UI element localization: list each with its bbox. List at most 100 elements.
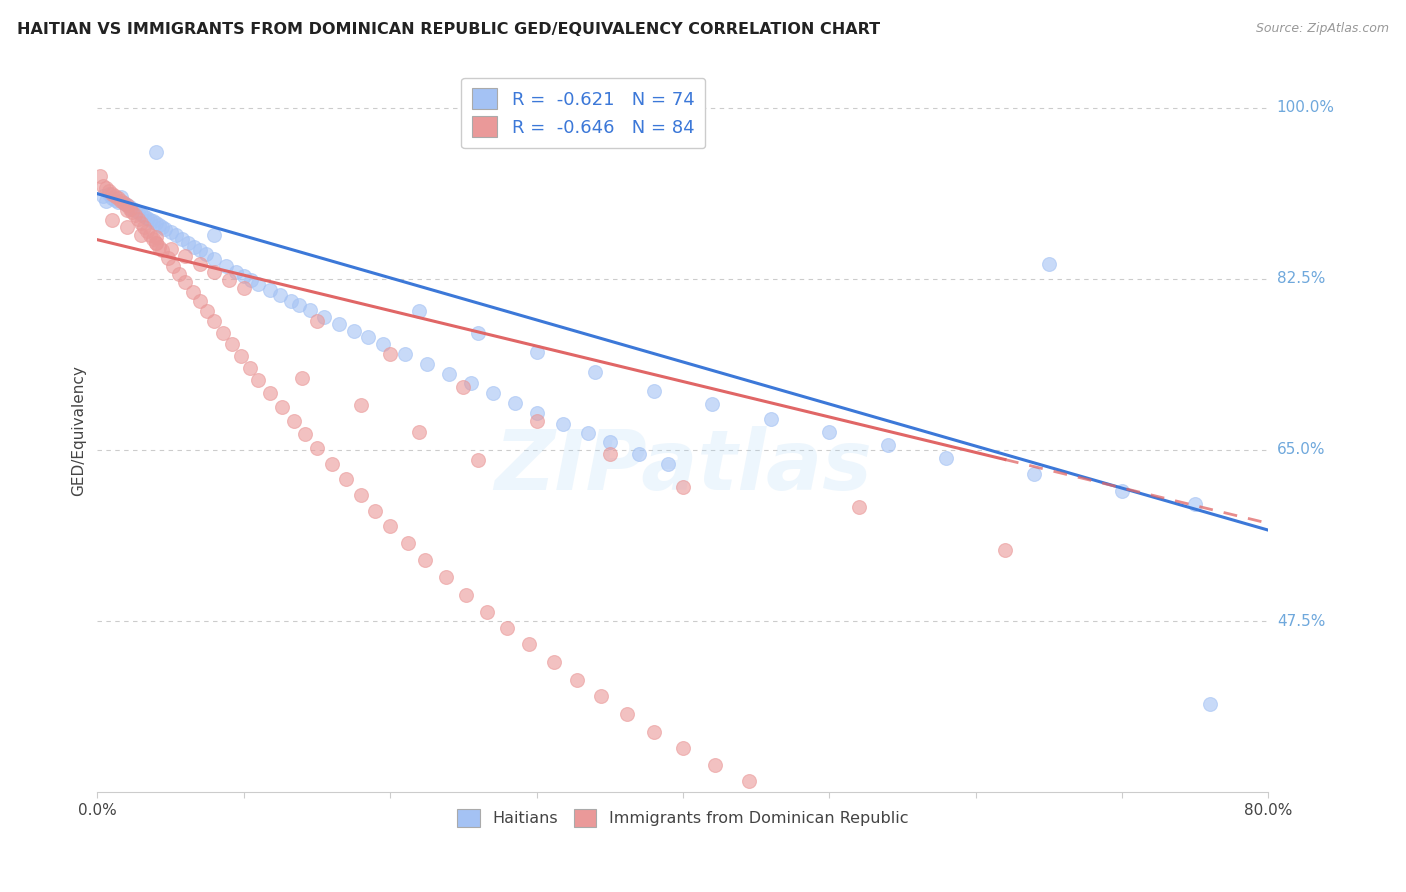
Point [342,324,364,338]
Point [567,673,589,687]
Point [259,283,281,297]
Point [134,219,156,234]
Point [503,396,526,410]
Text: HAITIAN VS IMMIGRANTS FROM DOMINICAN REPUBLIC GED/EQUIVALENCY CORRELATION CHART: HAITIAN VS IMMIGRANTS FROM DOMINICAN REP… [17,22,880,37]
Point [118,202,141,217]
Point [350,488,373,502]
Point [136,211,159,226]
Point [657,457,679,471]
Point [89,169,111,183]
Point [188,257,211,271]
Point [240,273,263,287]
Point [204,265,226,279]
Point [174,275,197,289]
Point [188,244,211,258]
Text: 47.5%: 47.5% [1277,614,1324,629]
Point [156,252,179,266]
Point [672,480,695,494]
Point [118,201,141,215]
Point [467,326,489,340]
Point [467,452,489,467]
Point [408,304,430,318]
Point [212,326,235,340]
Text: Source: ZipAtlas.com: Source: ZipAtlas.com [1256,22,1389,36]
Point [305,441,328,455]
Point [127,205,149,219]
Point [371,337,394,351]
Text: 65.0%: 65.0% [1277,442,1326,458]
Point [259,386,281,401]
Point [194,247,217,261]
Point [183,239,205,253]
Point [129,207,152,221]
Point [481,386,503,401]
Point [110,194,132,208]
Point [394,347,416,361]
Point [543,655,565,669]
Point [378,347,401,361]
Point [98,184,121,198]
Point [145,145,167,159]
Point [159,225,181,239]
Point [434,570,457,584]
Point [460,376,482,391]
Point [115,198,138,212]
Point [104,193,127,207]
Point [129,216,152,230]
Point [321,457,343,471]
Point [702,397,724,411]
Point [174,249,197,263]
Point [280,294,302,309]
Point [91,188,114,202]
Point [643,724,665,739]
Point [818,425,841,440]
Point [415,357,437,371]
Point [627,447,650,461]
Point [576,426,599,441]
Point [150,244,173,258]
Point [294,427,316,442]
Legend: Haitians, Immigrants from Dominican Republic: Haitians, Immigrants from Dominican Repu… [449,800,917,835]
Point [91,178,114,193]
Point [1184,497,1206,511]
Text: 100.0%: 100.0% [1277,100,1334,115]
Point [107,194,129,209]
Point [291,370,314,384]
Point [876,438,898,452]
Point [1038,257,1060,271]
Point [475,605,498,619]
Point [526,414,548,428]
Text: 82.5%: 82.5% [1277,271,1324,286]
Point [350,398,373,412]
Point [98,186,121,201]
Point [229,349,252,363]
Point [101,191,124,205]
Point [526,345,548,359]
Point [107,191,129,205]
Point [142,232,165,246]
Point [704,758,727,772]
Point [413,552,436,566]
Point [172,232,194,246]
Point [145,235,167,250]
Point [935,450,957,465]
Point [357,330,380,344]
Point [153,222,176,236]
Point [270,400,292,414]
Point [616,707,638,722]
Point [136,224,159,238]
Point [1024,467,1046,482]
Point [599,447,621,461]
Point [142,214,165,228]
Point [115,203,138,218]
Point [124,208,146,222]
Point [247,277,270,291]
Point [169,267,191,281]
Point [269,288,291,302]
Point [181,285,204,299]
Point [94,181,117,195]
Point [121,205,143,219]
Y-axis label: GED/Equivalency: GED/Equivalency [72,365,86,496]
Point [288,298,311,312]
Point [159,243,181,257]
